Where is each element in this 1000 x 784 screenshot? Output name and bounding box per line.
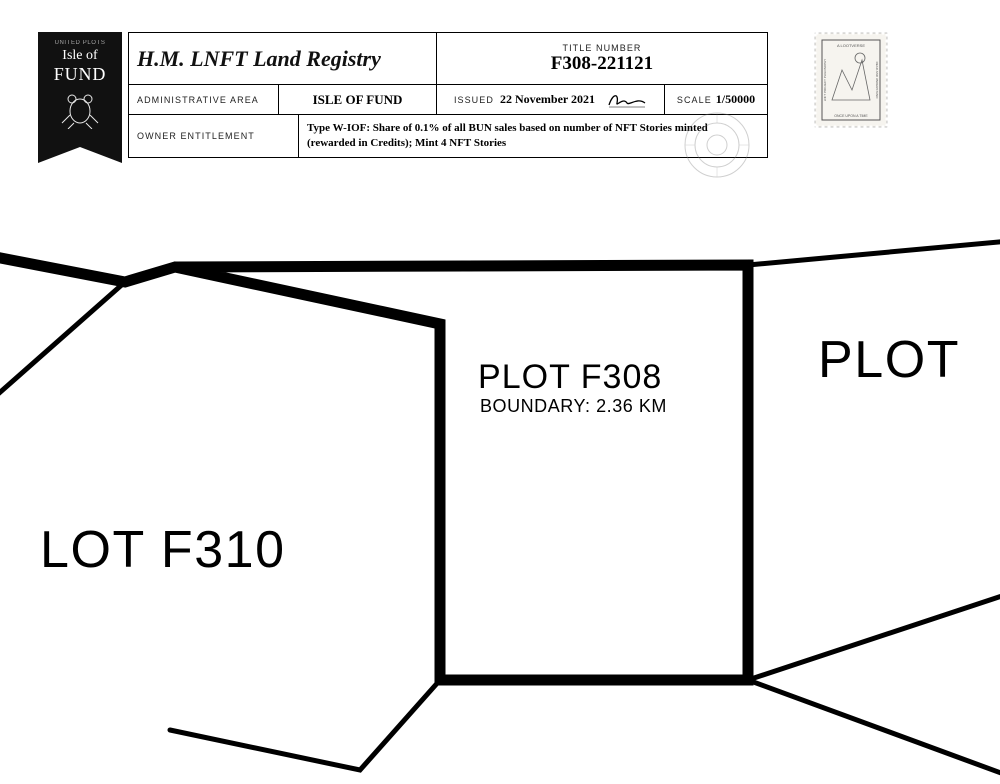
stamp-bottom-text: ONCE UPON A TIME: [834, 114, 868, 118]
postage-stamp: A LOOTVERSE ONCE UPON A TIME LNFT PROJEC…: [812, 30, 890, 130]
signature-icon: [607, 91, 647, 109]
plot-map: PLOT F308BOUNDARY: 2.36 KM LOT F310 PLOT: [0, 160, 1000, 784]
land-registry-page: UNITED PLOTS Isle of FUND H.M. LNFT Land…: [0, 0, 1000, 784]
title-number-label: TITLE NUMBER: [445, 43, 759, 53]
map-label: BOUNDARY: 2.36 KM: [480, 396, 667, 417]
frog-emblem-icon: [58, 89, 102, 129]
neighbor-boundary-line: [748, 240, 1000, 265]
map-label: LOT F310: [40, 520, 286, 580]
stamp-right-text: READ AND UNDERSTAND: [875, 62, 879, 100]
registry-title: H.M. LNFT Land Registry: [137, 46, 428, 72]
neighbor-boundary-line: [0, 282, 125, 410]
entitlement-label: OWNER ENTITLEMENT: [137, 131, 290, 141]
main-plot-boundary: [0, 254, 748, 680]
neighbor-boundary-line: [748, 590, 1000, 680]
certificate-header: H.M. LNFT Land Registry TITLE NUMBER F30…: [128, 32, 768, 158]
admin-area-value: ISLE OF FUND: [313, 92, 403, 108]
stamp-top-text: A LOOTVERSE: [837, 43, 865, 48]
neighbor-boundary-line: [748, 680, 1000, 780]
title-number-value: F308-221121: [445, 53, 759, 75]
scale-label: SCALE: [677, 95, 712, 105]
isle-of-fund-ribbon: UNITED PLOTS Isle of FUND: [38, 32, 122, 163]
ribbon-line2: FUND: [44, 64, 116, 85]
scale-value: 1/50000: [716, 92, 755, 107]
ribbon-line1: Isle of: [44, 48, 116, 64]
stamp-left-text: LNFT PROJECT PHILOSOPHY: [823, 59, 827, 102]
ribbon-tinytext: UNITED PLOTS: [44, 40, 116, 46]
issued-value: 22 November 2021: [500, 92, 595, 107]
neighbor-boundary-line: [170, 680, 440, 770]
map-label: PLOT: [818, 330, 960, 390]
issued-label: ISSUED: [454, 95, 494, 105]
admin-area-label: ADMINISTRATIVE AREA: [137, 95, 270, 105]
map-label: PLOT F308: [478, 358, 662, 397]
